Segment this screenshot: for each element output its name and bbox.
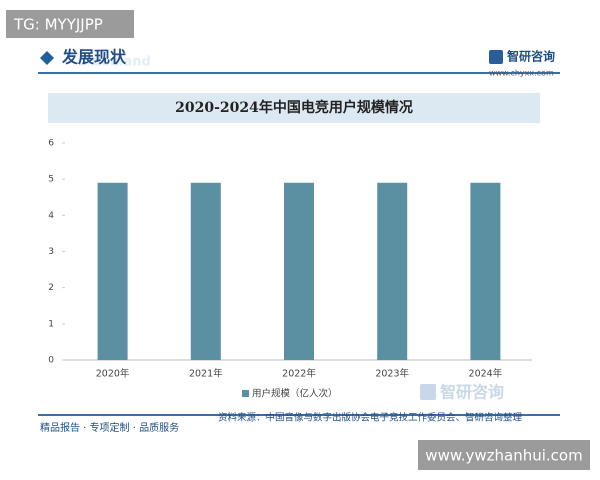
- tag-text: TG: MYYJJPP: [13, 16, 103, 34]
- brand-url: www.chyxx.com: [489, 69, 554, 78]
- legend-swatch: [242, 390, 249, 397]
- y-tick-label: 4: [48, 211, 54, 221]
- diamond-icon: [40, 51, 54, 65]
- faint-text: d demand: [78, 55, 151, 70]
- brand-name: 智研咨询: [506, 49, 555, 64]
- site-text: www.ywzhanhui.com: [425, 447, 582, 465]
- y-tick-label: 2: [48, 283, 54, 293]
- x-tick-label: 2020年: [96, 368, 130, 380]
- brand-logo: [489, 50, 503, 64]
- x-tick-label: 2022年: [282, 368, 316, 380]
- x-tick-label: 2023年: [375, 368, 409, 380]
- chart-title: 2020-2024年中国电竞用户规模情况: [175, 99, 413, 116]
- x-tick-label: 2021年: [189, 368, 223, 380]
- title-bar: [48, 93, 540, 123]
- y-tick-label: 3: [48, 247, 54, 257]
- source: 资料来源：中国音像与数字出版协会电子竞技工作委员会、智研咨询整理: [218, 412, 523, 424]
- x-tick-label: 2024年: [469, 368, 503, 380]
- y-tick-label: 5: [48, 175, 54, 185]
- bar: [97, 182, 128, 360]
- slogan: 精品报告 · 专项定制 · 品质服务: [40, 421, 179, 434]
- legend-label: 用户规模（亿人次）: [252, 388, 338, 400]
- y-tick-label: 0: [48, 356, 54, 366]
- watermark-logo: [420, 384, 436, 400]
- section-title: 发展现状: [61, 48, 127, 67]
- bar: [284, 182, 314, 360]
- watermark: 智研咨询: [440, 383, 504, 402]
- y-tick-label: 1: [48, 319, 54, 329]
- tag-box: [6, 10, 134, 38]
- footer-rule: [38, 414, 560, 416]
- header-rule: [38, 72, 560, 74]
- site-box: [418, 440, 590, 470]
- y-tick-label: 6: [48, 139, 54, 149]
- bar: [377, 182, 408, 360]
- bar: [470, 182, 501, 360]
- bar: [190, 182, 221, 360]
